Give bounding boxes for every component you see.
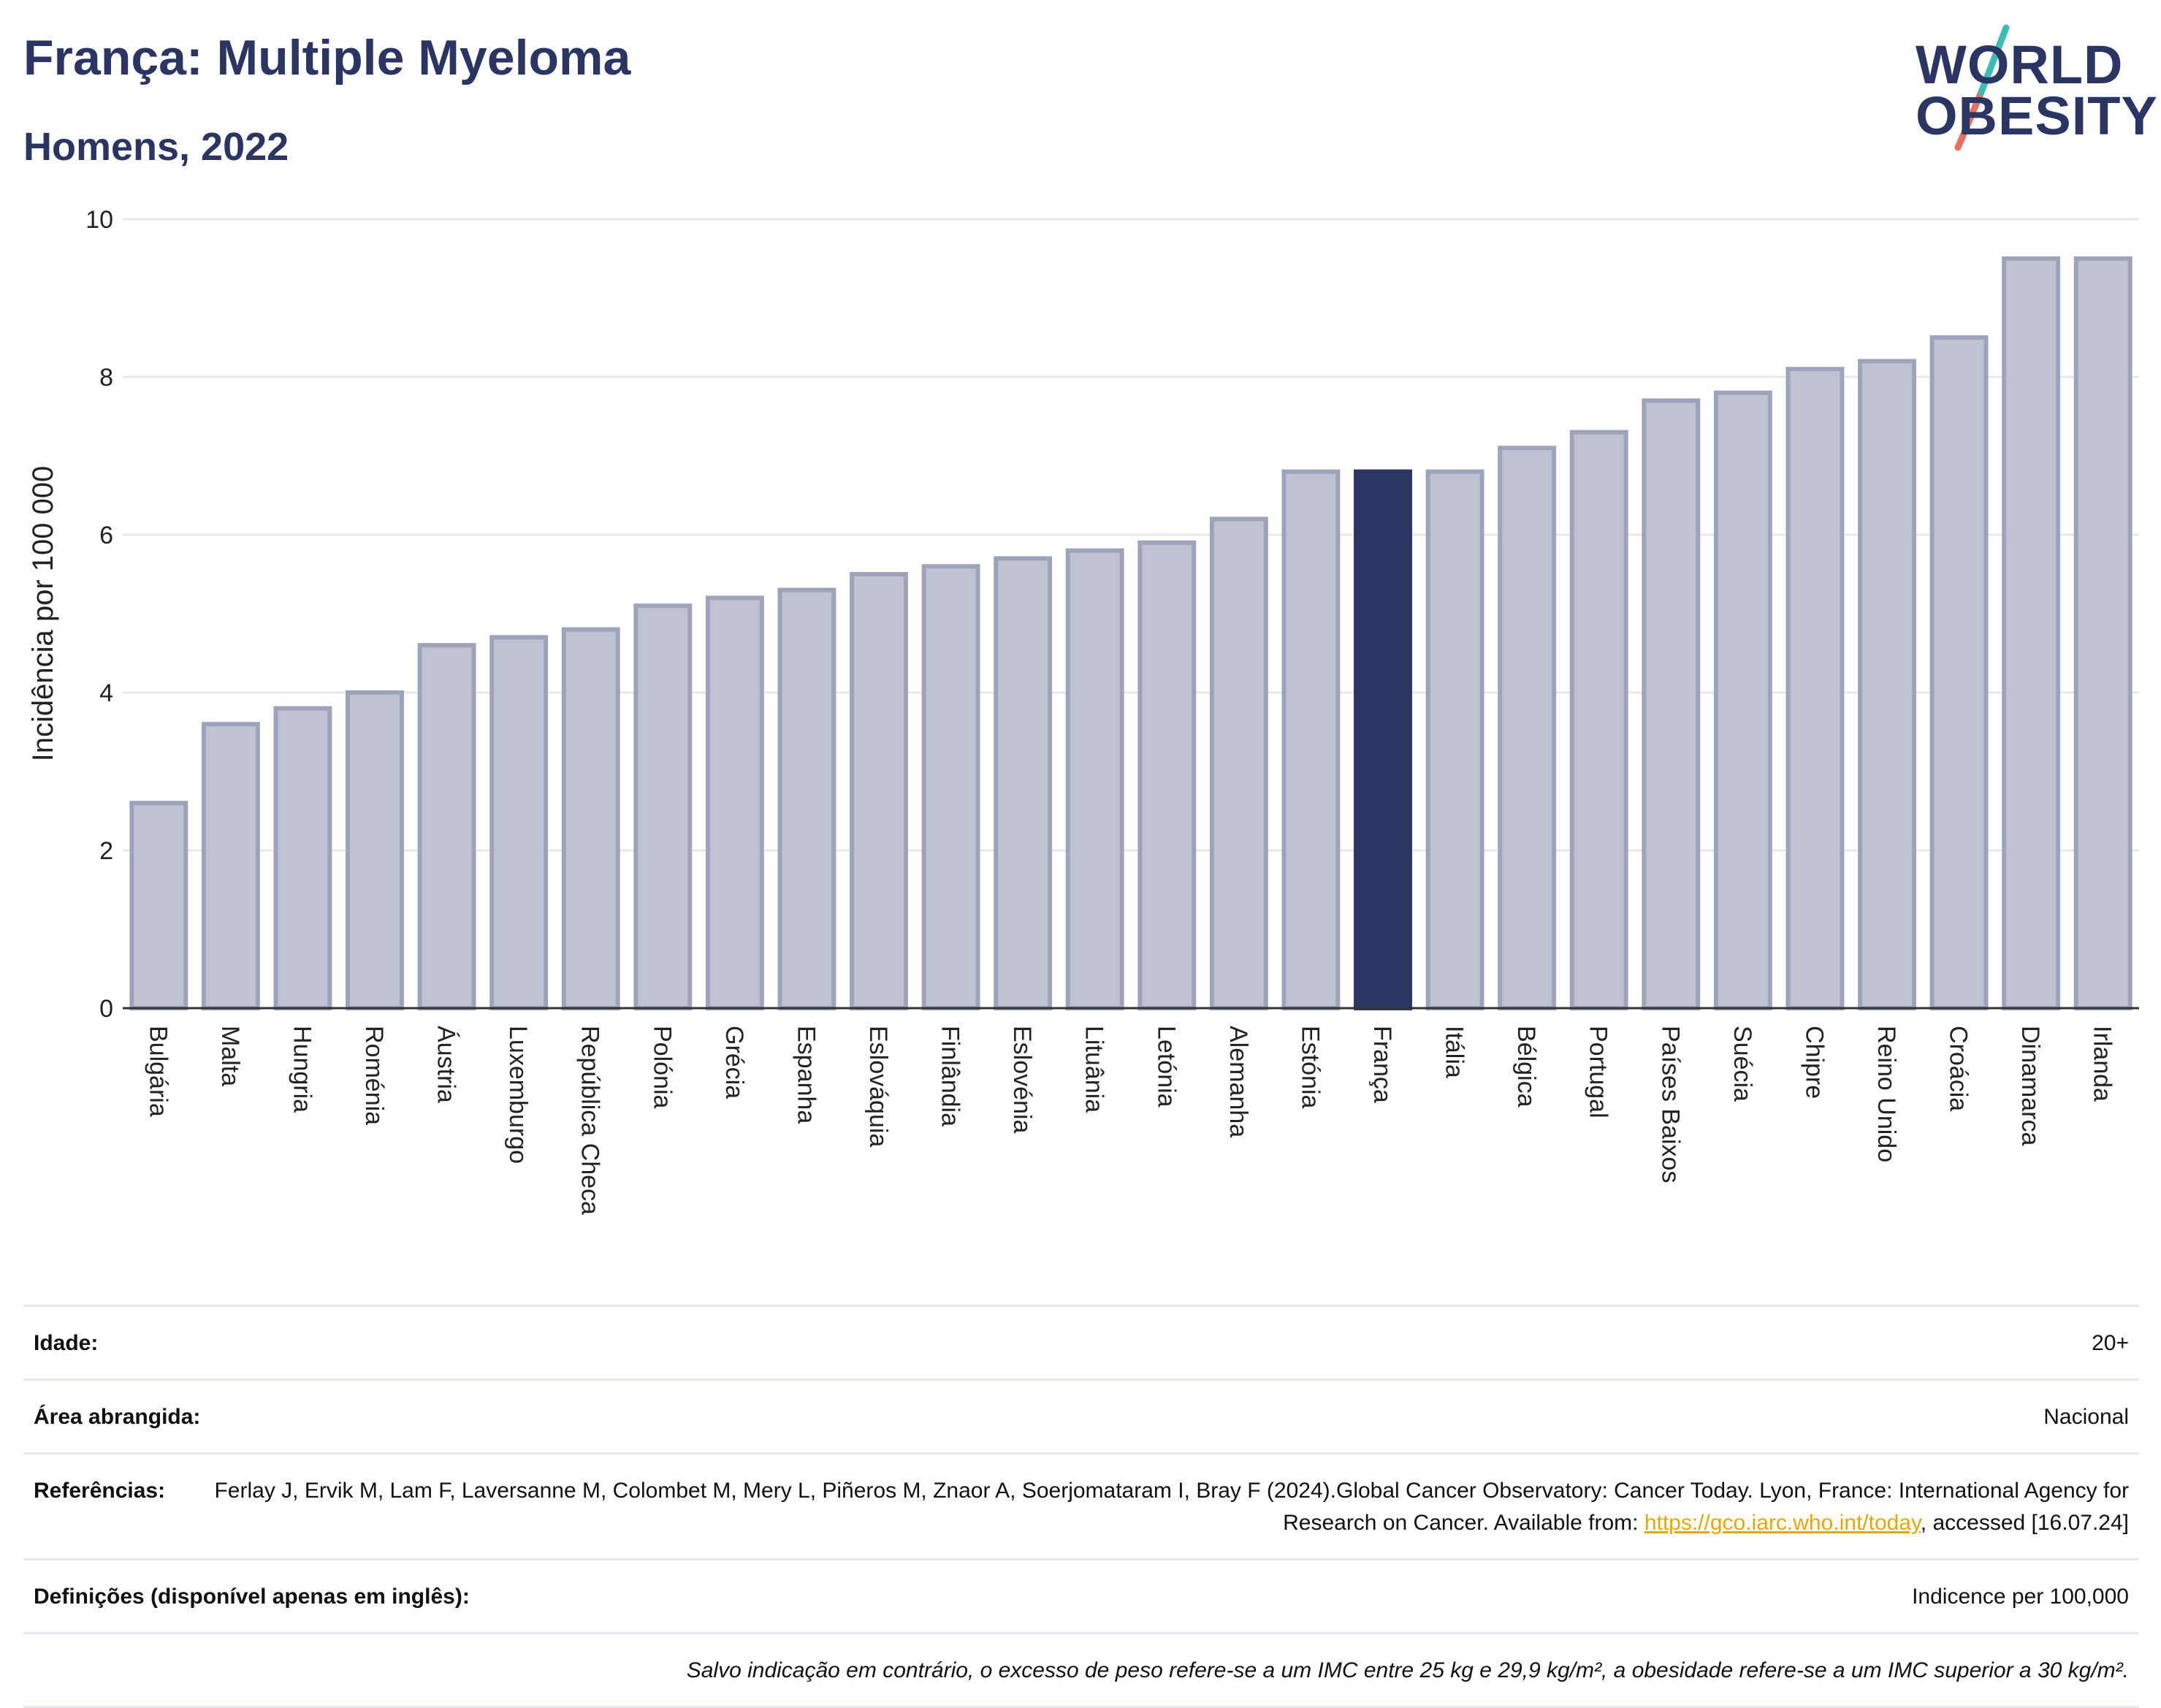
bar [1642,398,1701,1010]
x-axis-labels: Bulgária Malta Hungria Roménia Áustria Luxemb… [144,1026,2116,1215]
y-tick-label: 4 [99,679,113,707]
x-tick-label: Malta [216,1026,244,1086]
area-value: Nacional [2043,1405,2129,1429]
x-tick-label: Luxemburgo [504,1026,532,1164]
bar [850,572,908,1010]
bar [921,564,980,1010]
x-tick-label: Portugal [1585,1026,1612,1118]
x-tick-label: Bélgica [1512,1026,1540,1107]
x-tick-label: Itália [1441,1026,1468,1078]
bar [417,643,476,1010]
footnote-row: Salvo indicação em contrário, o excesso … [23,1632,2139,1708]
bar [1281,469,1341,1011]
x-tick-label: França [1368,1026,1396,1103]
x-tick-label: Suécia [1729,1026,1756,1102]
x-tick-label: Grécia [720,1026,748,1099]
x-tick-label: Eslovénia [1008,1026,1036,1134]
bar [1858,359,1916,1010]
references-value: Ferlay J, Ervik M, Lam F, Laversanne M, … [209,1475,2129,1539]
x-tick-label: Roménia [360,1026,388,1125]
references-tail: , accessed [16.07.24] [1920,1511,2129,1535]
x-tick-label: Croácia [1945,1026,1973,1111]
area-row: Área abrangida: Nacional [23,1379,2139,1452]
x-tick-label: Irlanda [2089,1026,2116,1102]
bar [489,635,549,1011]
x-tick-label: Alemanha [1224,1026,1252,1137]
x-tick-label: Espanha [792,1026,820,1124]
age-row: Idade: 20+ [23,1305,2139,1379]
references-label: Referências: [34,1479,166,1503]
x-tick-label: Polónia [648,1026,676,1109]
definitions-value: Indicence per 100,000 [1912,1585,2129,1609]
age-value: 20+ [2092,1331,2129,1355]
definitions-row: Definições (disponível apenas em inglês)… [23,1558,2139,1632]
bars [129,256,2133,1011]
x-tick-label: Hungria [288,1026,316,1113]
x-tick-label: Lituânia [1080,1026,1108,1113]
x-tick-label: Eslováquia [864,1026,892,1147]
bar [633,603,693,1010]
references-text: Ferlay J, Ervik M, Lam F, Laversanne M, … [214,1479,2129,1535]
x-tick-label: Reino Unido [1872,1026,1900,1162]
bar [1209,516,1268,1010]
x-tick-label: Chipre [1800,1026,1828,1099]
y-tick-label: 0 [99,995,113,1023]
world-obesity-logo: WORLD OBESITY [1899,22,2157,153]
bar [705,595,764,1010]
age-label: Idade: [34,1331,99,1355]
y-tick-label: 10 [85,206,113,234]
footnote-text: Salvo indicação em contrário, o excesso … [686,1658,2129,1682]
x-tick-label: Países Baixos [1656,1026,1684,1183]
x-tick-label: Estónia [1296,1026,1324,1108]
bar [1929,335,1989,1010]
page-subtitle: Homens, 2022 [23,125,289,169]
logo-line-1: WORLD [1916,34,2124,95]
area-label: Área abrangida: [34,1405,201,1429]
bar [1065,548,1124,1011]
bar [1137,540,1197,1010]
x-tick-label: Bulgária [144,1026,172,1117]
references-link[interactable]: https://gco.iarc.who.int/today [1644,1511,1921,1535]
bar [129,801,188,1010]
bar [1354,469,1412,1011]
y-axis-title: Incidência por 100 000 [27,466,59,762]
bar [1498,446,1557,1010]
y-tick-label: 8 [99,364,113,392]
bar [273,706,332,1010]
x-tick-label: Áustria [432,1026,460,1103]
logo-slash-icon [1954,24,2010,151]
x-tick-label: Letónia [1152,1026,1180,1107]
bar-chart: 0 2 4 6 8 10 Bulgária Malta Hungria Roménia Áustr… [27,206,2139,1215]
y-axis-ticks: 0 2 4 6 8 10 [85,206,113,1023]
bar [2073,256,2133,1010]
logo-line-2: OBESITY [1916,85,2158,146]
bar [2002,256,2061,1010]
x-tick-label: República Checa [576,1026,604,1215]
metadata-table: Idade: 20+ Área abrangida: Nacional Refe… [23,1305,2139,1708]
bar [994,556,1053,1010]
bar [561,627,620,1010]
y-tick-label: 6 [99,522,113,549]
x-tick-label: Finlândia [937,1026,964,1126]
bar [346,690,404,1010]
page-title: França: Multiple Myeloma [23,30,631,85]
bar [1785,367,1845,1010]
bar [1713,390,1772,1011]
bar [201,722,260,1010]
references-row: Referências: Ferlay J, Ervik M, Lam F, L… [23,1452,2139,1558]
bar [777,587,836,1010]
bar [1569,430,1628,1011]
y-tick-label: 2 [99,837,113,865]
x-tick-label: Dinamarca [2016,1026,2044,1145]
bar [1425,469,1485,1011]
definitions-label: Definições (disponível apenas em inglês)… [34,1585,470,1609]
